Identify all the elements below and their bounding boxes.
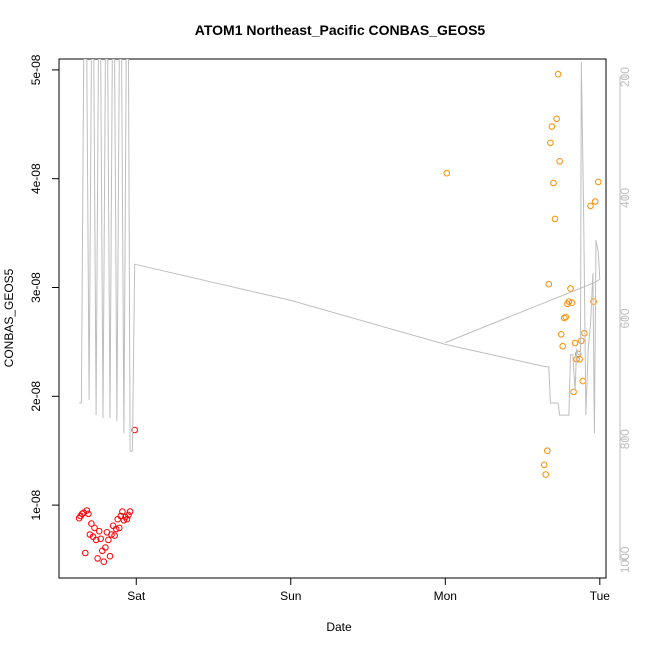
data-point-s0-5 bbox=[83, 507, 91, 514]
data-point-s0-15 bbox=[99, 547, 106, 555]
data-point-s0-10 bbox=[91, 524, 98, 532]
data-point-s0-14 bbox=[97, 535, 104, 543]
data-point-s1-21 bbox=[571, 339, 579, 347]
data-point-s1-11 bbox=[556, 158, 563, 165]
data-point-s1-3 bbox=[544, 447, 551, 455]
plot-frame bbox=[58, 58, 607, 579]
data-point-s1-5 bbox=[547, 139, 554, 147]
data-point-s1-30 bbox=[591, 198, 599, 205]
data-point-s1-31 bbox=[595, 178, 602, 186]
data-point-s1-19 bbox=[568, 299, 576, 307]
data-point-s1-15 bbox=[562, 313, 570, 321]
data-point-s1-9 bbox=[553, 115, 560, 123]
data-point-s1-10 bbox=[554, 70, 562, 78]
x-tick-label: Tue bbox=[590, 589, 611, 603]
data-point-s0-19 bbox=[105, 536, 112, 544]
data-point-s0-29 bbox=[120, 517, 128, 524]
data-point-s0-17 bbox=[102, 544, 109, 551]
y-tick-label: 4e-08 bbox=[29, 163, 43, 194]
data-point-s1-1 bbox=[540, 461, 548, 469]
data-point-s1-18 bbox=[567, 285, 574, 292]
data-point-s0-22 bbox=[109, 522, 117, 530]
y-tick-label: 2e-08 bbox=[29, 381, 43, 412]
x-axis: Sat Sun Mon Tue bbox=[127, 578, 610, 603]
chart-title: ATOM1 Northeast_Pacific CONBAS_GEOS5 bbox=[195, 22, 486, 38]
data-point-s0-16 bbox=[100, 558, 108, 566]
data-point-s1-14 bbox=[561, 314, 568, 322]
data-point-s1-4 bbox=[545, 280, 553, 288]
data-point-s1-13 bbox=[559, 342, 567, 350]
data-point-s1-2 bbox=[542, 471, 550, 478]
data-point-s0-28 bbox=[119, 508, 126, 515]
data-point-s1-6 bbox=[548, 123, 556, 130]
data-point-s0-13 bbox=[95, 527, 103, 535]
right-tick-label: 400 bbox=[618, 187, 632, 207]
data-point-s1-27 bbox=[581, 329, 588, 337]
y-tick-label: 3e-08 bbox=[29, 272, 43, 303]
data-point-s1-25 bbox=[578, 337, 585, 345]
data-point-s0-12 bbox=[94, 555, 101, 562]
x-axis-label: Date bbox=[326, 620, 352, 634]
data-point-s1-0 bbox=[443, 169, 451, 177]
data-point-s0-11 bbox=[92, 536, 100, 544]
right-tick-label: 600 bbox=[618, 308, 632, 328]
data-point-s0-23 bbox=[111, 532, 118, 539]
data-point-s0-6 bbox=[85, 510, 92, 518]
y-axis: 1e-08 2e-08 3e-08 4e-08 5e-08 bbox=[29, 54, 59, 520]
data-point-s1-12 bbox=[557, 331, 565, 338]
data-point-s0-34 bbox=[131, 426, 138, 434]
data-point-s1-20 bbox=[570, 388, 577, 396]
series-line-2 bbox=[79, 59, 601, 452]
data-point-s1-7 bbox=[550, 179, 557, 187]
data-point-s0-2 bbox=[78, 510, 86, 518]
data-point-s1-8 bbox=[551, 215, 559, 223]
x-tick-label: Sat bbox=[127, 589, 146, 603]
data-point-s0-33 bbox=[126, 508, 134, 515]
data-point-s1-24 bbox=[576, 356, 584, 363]
x-tick-label: Sun bbox=[280, 589, 301, 603]
right-tick-label: 1000 bbox=[618, 546, 632, 573]
data-point-s1-28 bbox=[587, 202, 594, 210]
data-point-s1-17 bbox=[565, 298, 573, 305]
data-point-s0-31 bbox=[123, 515, 131, 523]
data-point-s0-20 bbox=[106, 552, 114, 560]
y-axis-label: CONBAS_GEOS5 bbox=[2, 268, 16, 367]
x-tick-label: Mon bbox=[434, 589, 457, 603]
data-point-s0-21 bbox=[108, 531, 115, 538]
data-point-s0-8 bbox=[88, 520, 95, 527]
right-tick-label: 800 bbox=[618, 429, 632, 449]
data-point-s0-24 bbox=[112, 525, 120, 533]
y-tick-label: 5e-08 bbox=[29, 54, 43, 85]
data-point-s1-26 bbox=[579, 377, 587, 385]
y-tick-label: 1e-08 bbox=[29, 489, 43, 520]
data-point-s0-32 bbox=[125, 511, 132, 519]
right-axis: 200 400 600 800 1000 bbox=[618, 67, 632, 573]
data-point-s0-27 bbox=[117, 512, 125, 520]
data-point-s0-4 bbox=[82, 549, 89, 557]
right-tick-label: 200 bbox=[618, 67, 632, 87]
data-point-s0-25 bbox=[114, 515, 121, 523]
data-point-s0-26 bbox=[116, 524, 123, 532]
